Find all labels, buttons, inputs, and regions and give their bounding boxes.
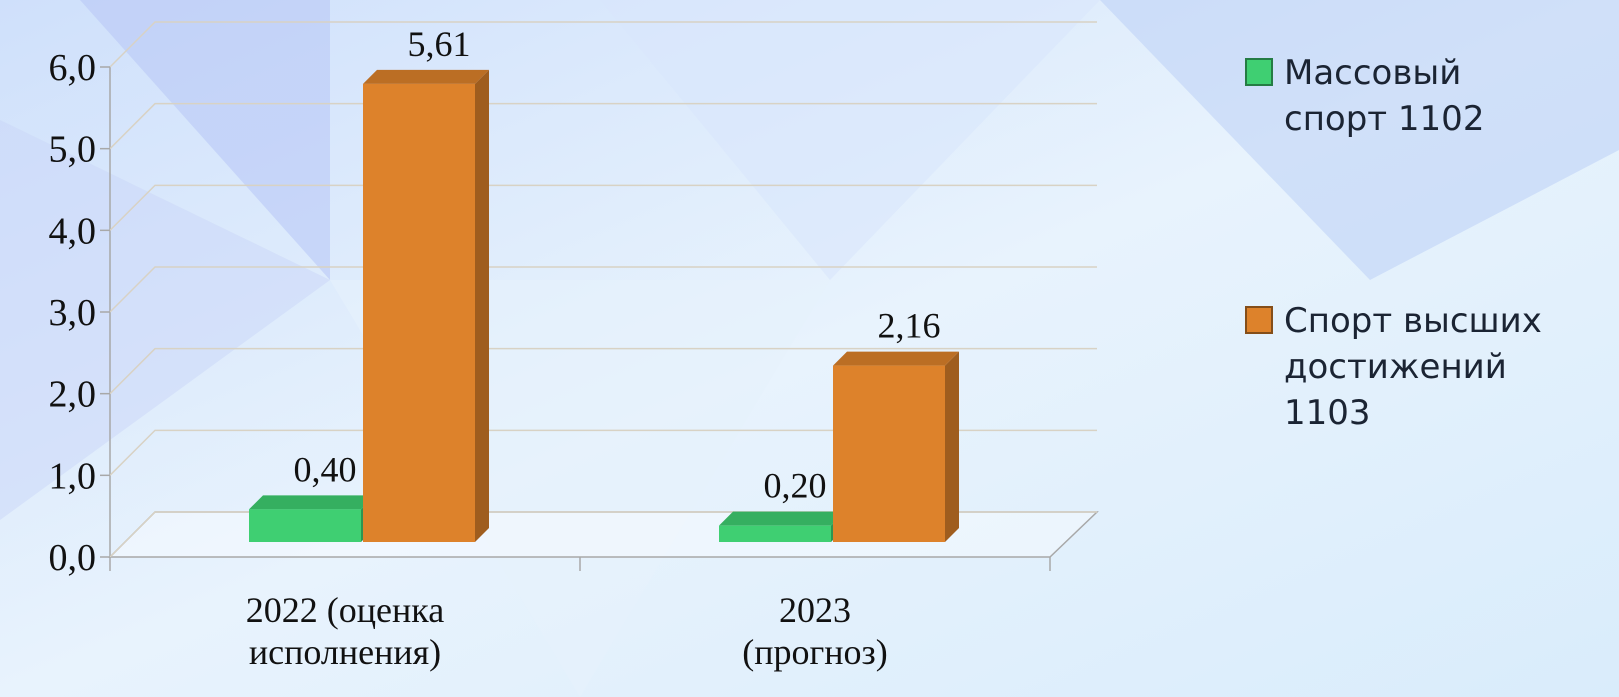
bar-front	[363, 83, 475, 542]
data-label: 2,16	[878, 306, 941, 346]
legend-label: Спорт высших достижений 1103	[1284, 301, 1542, 433]
bg-shape	[0, 120, 330, 520]
y-tick-label: 2,0	[49, 374, 97, 416]
bar	[249, 495, 375, 542]
grid-line	[109, 429, 1097, 476]
legend-swatch	[1245, 58, 1273, 86]
grid-line	[109, 21, 1097, 68]
grid-line	[109, 102, 1097, 150]
y-tick-label: 6,0	[49, 47, 97, 89]
bar-side	[945, 351, 959, 542]
x-tick-label: 2022 (оценка исполнения)	[246, 590, 444, 672]
bar	[363, 69, 489, 542]
bar-side	[475, 69, 489, 542]
data-label: 5,61	[408, 24, 471, 64]
grid-line	[109, 347, 1097, 395]
y-tick-label: 3,0	[49, 292, 97, 334]
y-tick-label: 5,0	[49, 129, 97, 171]
bar-front	[249, 509, 361, 542]
y-tick-label: 4,0	[49, 210, 97, 252]
bar-top	[363, 69, 489, 84]
x-tick-label: 2023 (прогноз)	[742, 590, 888, 672]
data-label: 0,20	[764, 466, 827, 506]
bar	[833, 351, 959, 542]
y-tick-label: 0,0	[49, 537, 97, 579]
bg-shape	[600, 0, 1100, 280]
bg-shape	[80, 0, 330, 280]
grid-line	[109, 184, 1097, 231]
data-label: 0,40	[294, 449, 357, 489]
bar-top	[719, 511, 845, 526]
bg-shape	[1100, 0, 1619, 280]
bar-front	[833, 365, 945, 542]
bar-front	[719, 525, 831, 542]
grid-line	[109, 266, 1097, 313]
bar-top	[249, 495, 375, 510]
y-tick-label: 1,0	[49, 455, 97, 497]
bar	[719, 511, 845, 542]
legend-swatch	[1245, 306, 1273, 334]
bar-top	[833, 351, 959, 366]
legend-label: Массовый спорт 1102	[1284, 53, 1484, 139]
